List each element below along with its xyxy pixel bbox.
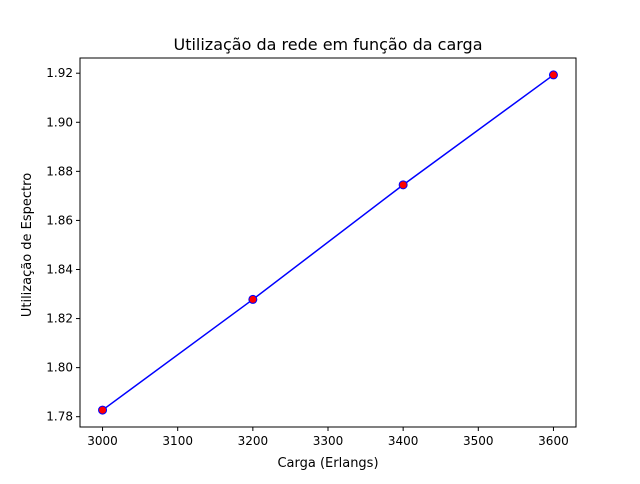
data-point bbox=[398, 180, 408, 190]
y-axis-ticks: 1.78 1.80 1.82 1.84 1.86 1.88 1.90 1.92 bbox=[46, 66, 80, 424]
data-point bbox=[248, 294, 258, 304]
x-tick-label: 3300 bbox=[313, 434, 344, 448]
x-tick-label: 3200 bbox=[238, 434, 269, 448]
series-line bbox=[102, 74, 554, 411]
plot-frame bbox=[79, 57, 577, 428]
y-tick-label: 1.92 bbox=[46, 66, 73, 80]
data-point bbox=[98, 405, 108, 415]
x-axis-label: Carga (Erlangs) bbox=[277, 456, 378, 471]
y-tick-label: 1.84 bbox=[46, 262, 73, 276]
y-tick-label: 1.82 bbox=[46, 312, 73, 326]
y-tick-label: 1.80 bbox=[46, 361, 73, 375]
y-tick-label: 1.90 bbox=[46, 115, 73, 129]
y-tick-label: 1.78 bbox=[46, 410, 73, 424]
x-tick-label: 3400 bbox=[388, 434, 419, 448]
y-tick-label: 1.86 bbox=[46, 213, 73, 227]
series-layer bbox=[98, 70, 558, 415]
chart-title: Utilização da rede em função da carga bbox=[173, 35, 482, 54]
data-point bbox=[548, 70, 558, 80]
x-axis-ticks: 3000 3100 3200 3300 3400 3500 3600 bbox=[87, 427, 569, 448]
x-tick-label: 3500 bbox=[463, 434, 494, 448]
x-tick-label: 3000 bbox=[87, 434, 118, 448]
y-tick-label: 1.88 bbox=[46, 164, 73, 178]
y-axis-label: Utilização de Espectro bbox=[20, 173, 35, 317]
x-tick-label: 3100 bbox=[162, 434, 193, 448]
x-tick-label: 3600 bbox=[538, 434, 569, 448]
